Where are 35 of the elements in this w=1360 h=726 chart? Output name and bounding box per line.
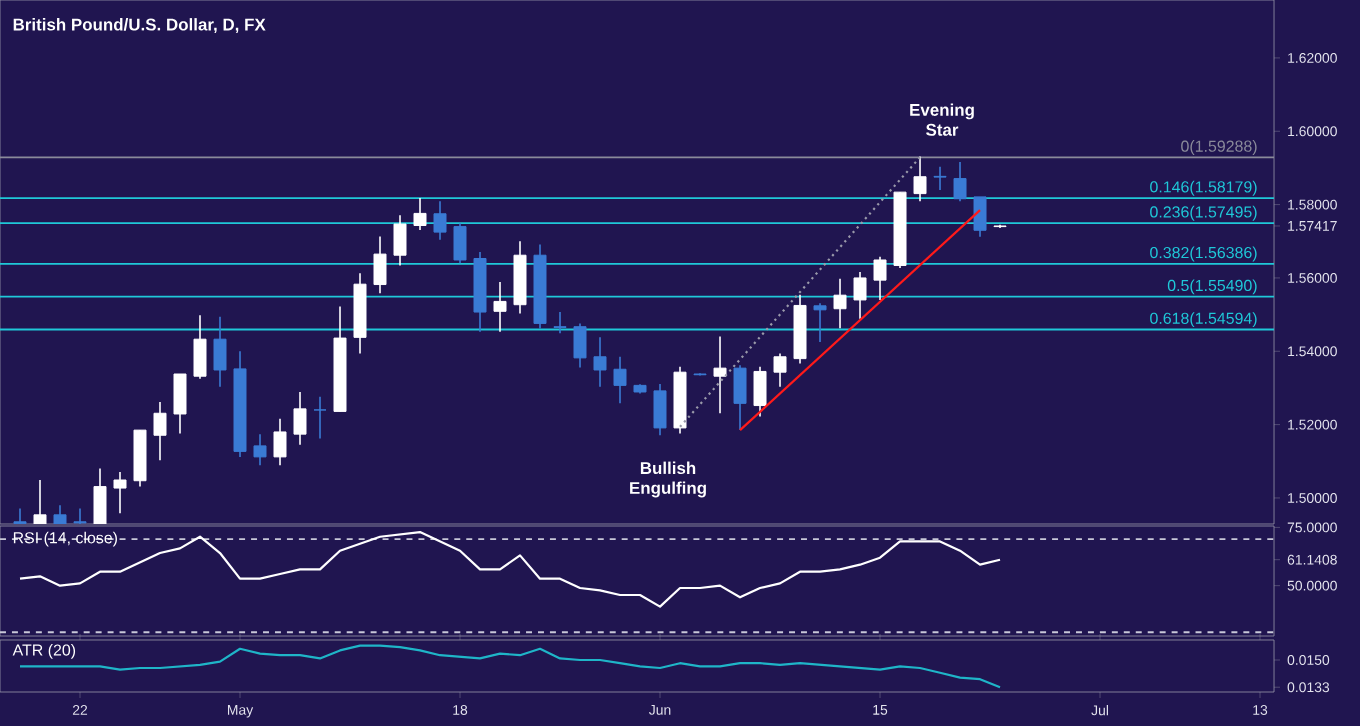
annotation: Bullish Engulfing [630, 461, 706, 498]
candlestick [953, 161, 967, 203]
candlestick [433, 200, 447, 241]
candlestick [773, 352, 787, 388]
candlestick [613, 355, 627, 405]
candlestick [833, 277, 847, 329]
candlestick [753, 365, 767, 418]
candlestick [873, 255, 887, 301]
candlestick [113, 471, 127, 515]
candlestick [913, 155, 927, 203]
candlestick [153, 401, 167, 461]
candlestick [573, 322, 587, 369]
candlestick [373, 235, 387, 295]
candlestick [853, 271, 867, 320]
candlestick [733, 364, 747, 431]
candlestick [213, 316, 227, 388]
candlestick [973, 196, 987, 238]
candlestick [653, 383, 667, 437]
text: British Pound/U.S. Dollar, D, FX [13, 18, 266, 34]
candlestick [713, 335, 727, 415]
candlestick [313, 395, 327, 440]
candlestick [253, 433, 267, 467]
candlestick [493, 281, 507, 333]
candlestick [293, 391, 307, 446]
candlestick [593, 336, 607, 388]
candlestick [933, 166, 947, 191]
candlestick [813, 302, 827, 343]
annotation: Evening Star [910, 103, 974, 136]
candlestick [393, 214, 407, 267]
candlestick [413, 197, 427, 231]
candlestick [273, 417, 287, 467]
candlestick [553, 311, 567, 335]
candlestick [453, 222, 467, 265]
candlestick [193, 314, 207, 380]
candlestick [173, 373, 187, 435]
